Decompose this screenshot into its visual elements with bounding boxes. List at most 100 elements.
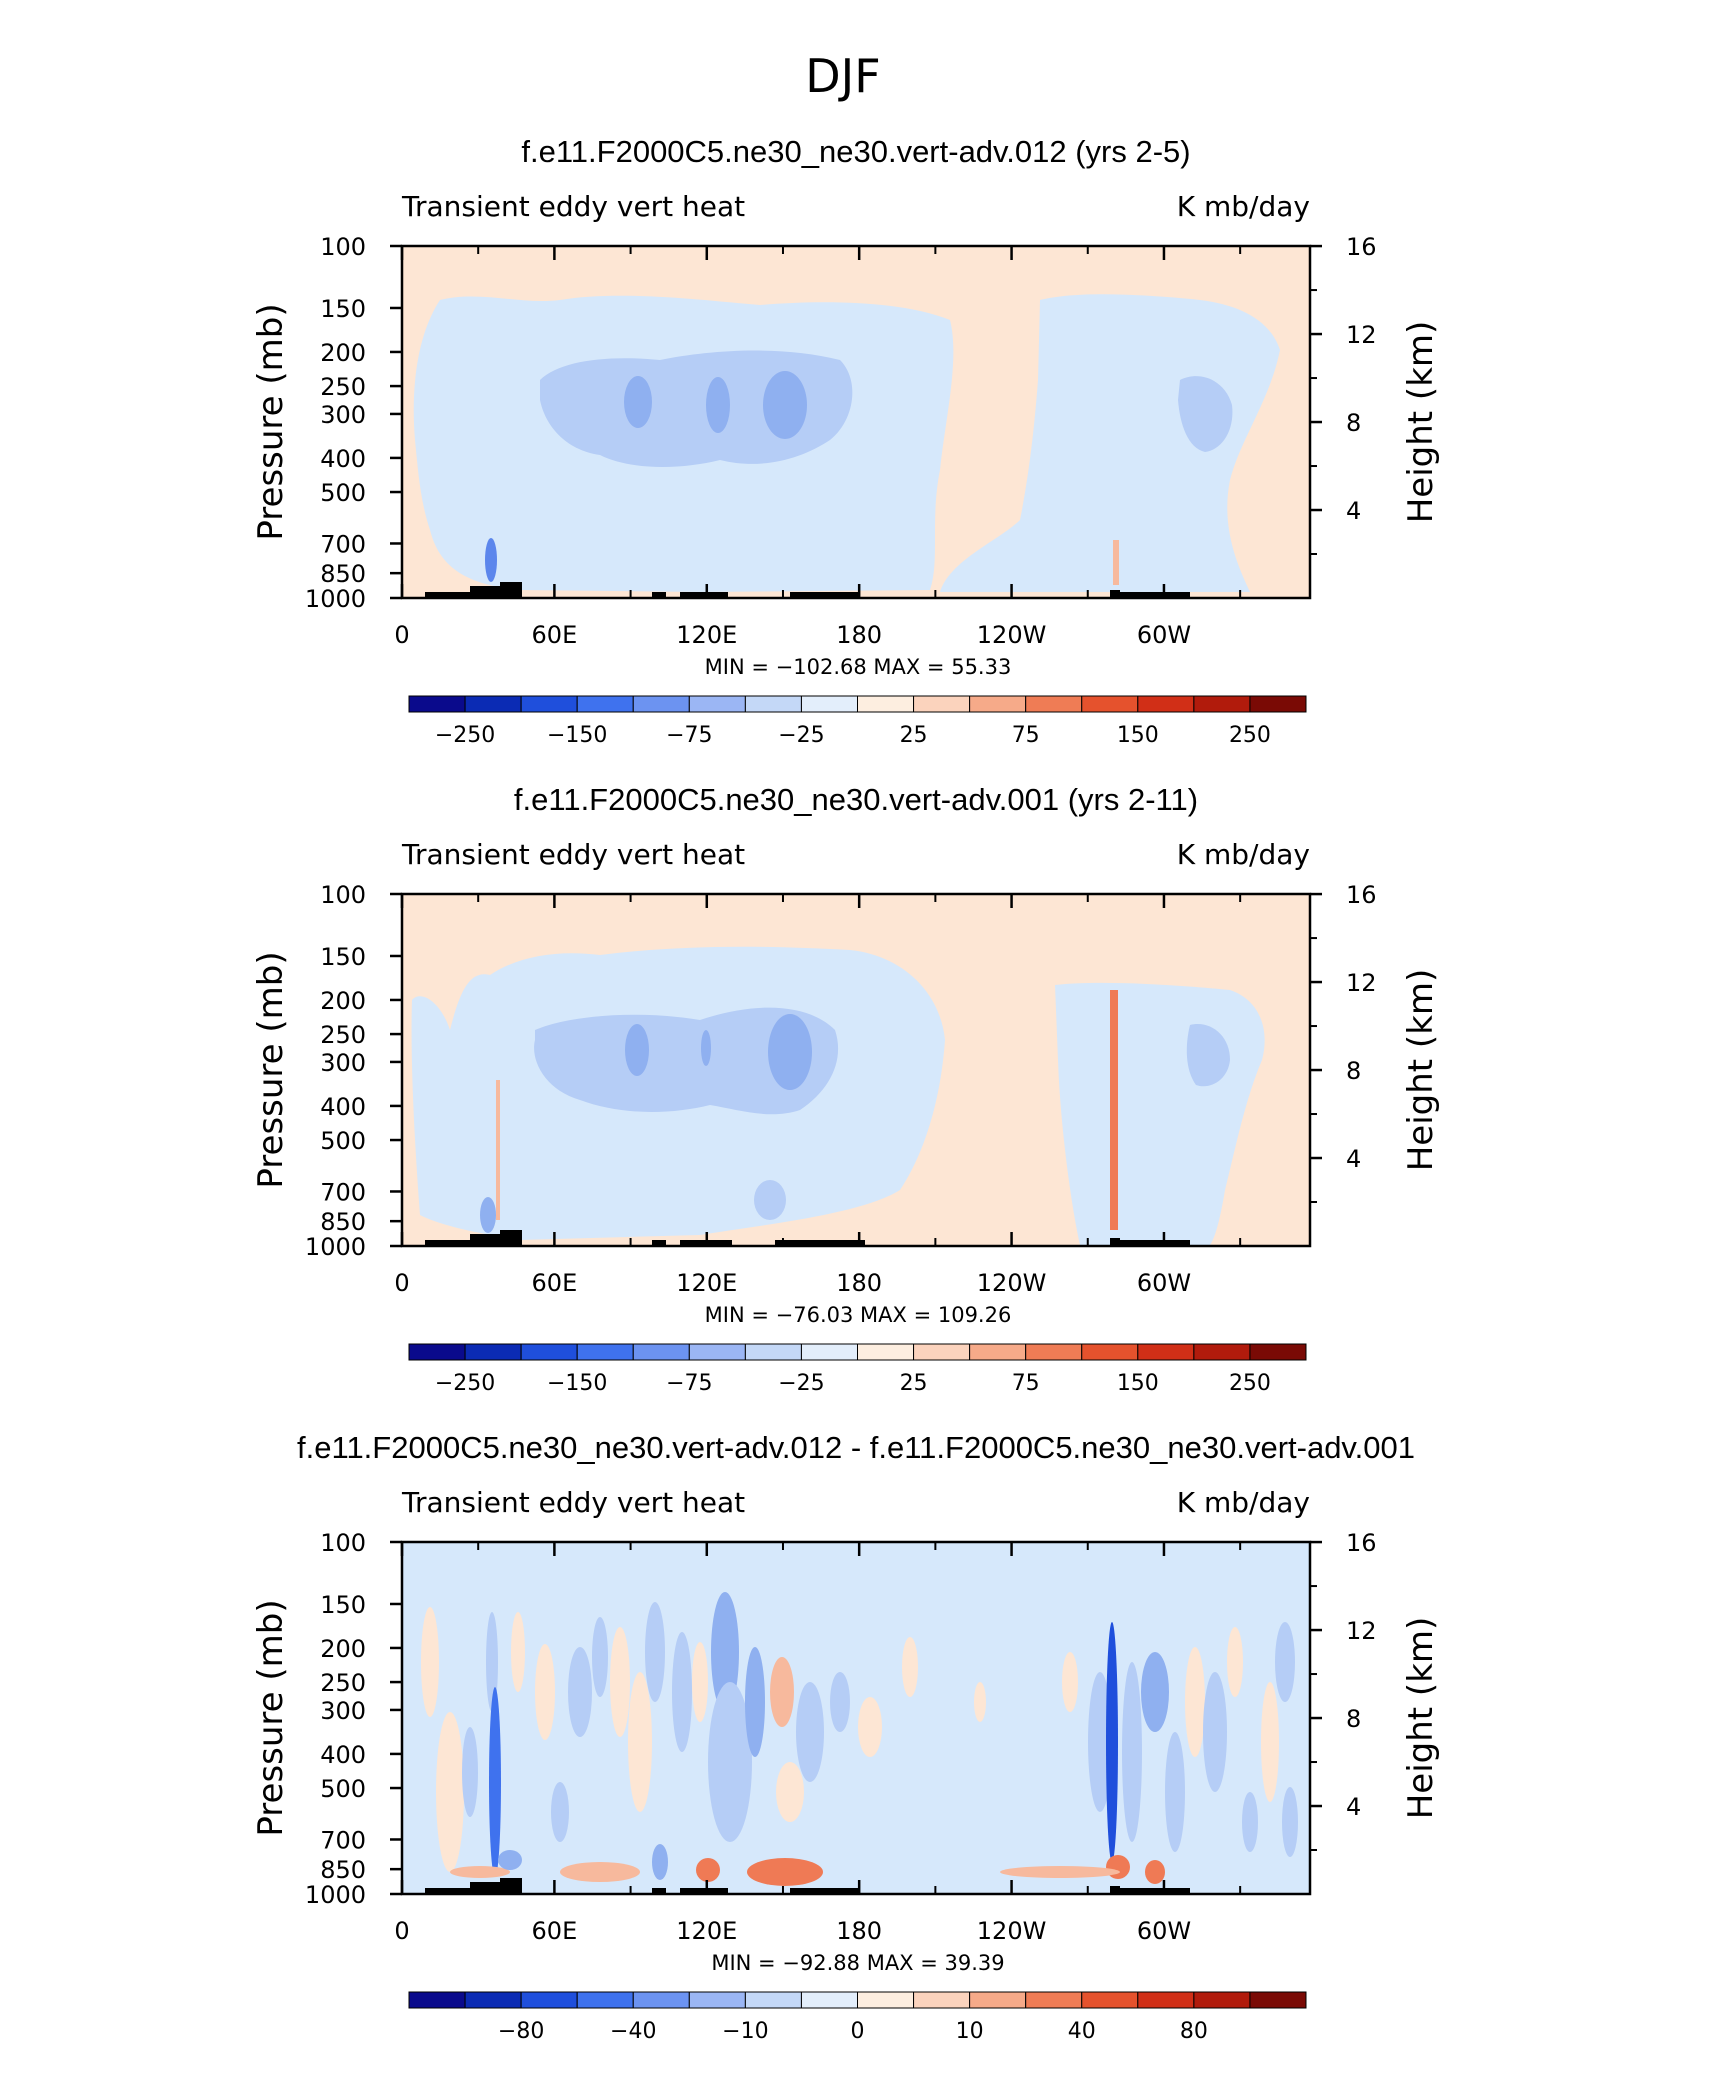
x-tick-label: 60W	[1137, 1269, 1191, 1297]
colorbar-swatch	[1193, 695, 1251, 713]
y-tick-label: 250	[320, 373, 366, 401]
contour-core	[768, 1014, 812, 1090]
y-tick-label: 300	[320, 1697, 366, 1725]
x-tick-label: 120E	[676, 621, 737, 649]
y-tick-label: 1000	[305, 585, 366, 613]
height-axis: 4 8 12 16	[1310, 881, 1377, 1204]
y-right-tick-label: 16	[1346, 233, 1377, 261]
anomaly-contour	[560, 1862, 640, 1882]
y-right-tick-label: 16	[1346, 1529, 1377, 1557]
plot-area	[400, 892, 1312, 1248]
y-tick-label: 100	[320, 881, 366, 909]
anomaly-contour	[858, 1697, 882, 1757]
colorbar-swatch	[1081, 1991, 1139, 2009]
colorbar: −80 −40 −10 0 10 40 80	[408, 1991, 1307, 2044]
contour-light-blue	[940, 294, 1280, 592]
panel-2: f.e11.F2000C5.ne30_ne30.vert-adv.001 (yr…	[251, 782, 1441, 1396]
x-tick-label: 120E	[676, 1269, 737, 1297]
colorbar-swatch	[408, 1991, 466, 2009]
anomaly-contour	[1242, 1792, 1258, 1852]
anomaly-contour	[776, 1762, 804, 1822]
colorbar-swatch	[744, 1991, 802, 2009]
height-axis: 4 8 12 16	[1310, 233, 1377, 556]
colorbar-swatch	[744, 695, 802, 713]
colorbar-swatch	[1137, 1991, 1195, 2009]
x-tick-label: 60E	[532, 1269, 578, 1297]
longitude-axis: 0 60E 120E 180 120W 60W	[394, 1542, 1242, 1945]
x-tick-label: 60E	[532, 621, 578, 649]
colorbar-label: 75	[1012, 1371, 1040, 1396]
contour-core	[625, 1024, 649, 1076]
anomaly-contour	[1261, 1682, 1279, 1802]
panel-3: f.e11.F2000C5.ne30_ne30.vert-adv.012 - f…	[251, 1430, 1441, 2044]
units-label: K mb/day	[1177, 838, 1310, 871]
colorbar-swatch	[913, 1991, 971, 2009]
contour-core	[1110, 990, 1118, 1230]
x-tick-label: 120E	[676, 1917, 737, 1945]
panel-title: f.e11.F2000C5.ne30_ne30.vert-adv.012 - f…	[297, 1430, 1415, 1465]
anomaly-contour	[462, 1727, 478, 1817]
colorbar-swatch	[857, 1991, 915, 2009]
units-label: K mb/day	[1177, 190, 1310, 223]
y-tick-label: 300	[320, 401, 366, 429]
y-right-tick-label: 4	[1346, 1793, 1361, 1821]
colorbar-swatch	[744, 1343, 802, 1361]
y-tick-label: 850	[320, 560, 366, 588]
y-right-tick-label: 12	[1346, 1617, 1377, 1645]
y-axis-label: Pressure (mb)	[251, 303, 291, 540]
y-right-tick-label: 4	[1346, 1145, 1361, 1173]
anomaly-contour	[436, 1712, 464, 1872]
plot-area	[400, 1540, 1312, 1896]
anomaly-contour	[747, 1858, 823, 1886]
colorbar-label: 80	[1180, 2019, 1208, 2044]
units-label: K mb/day	[1177, 1486, 1310, 1519]
colorbar-label: −250	[435, 723, 495, 748]
colorbar-swatch	[632, 1343, 690, 1361]
anomaly-contour	[1106, 1855, 1130, 1879]
colorbar-swatch	[520, 1991, 578, 2009]
anomaly-contour	[628, 1672, 652, 1812]
colorbar-swatch	[464, 695, 522, 713]
colorbar-label: 150	[1117, 1371, 1159, 1396]
y-right-tick-label: 8	[1346, 409, 1361, 437]
colorbar-swatch	[520, 1343, 578, 1361]
y-right-tick-label: 16	[1346, 881, 1377, 909]
contour-core	[1113, 540, 1119, 585]
y-tick-label: 200	[320, 987, 366, 1015]
y-tick-label: 150	[320, 295, 366, 323]
anomaly-contour	[1185, 1647, 1205, 1757]
x-tick-label: 60E	[532, 1917, 578, 1945]
longitude-axis: 0 60E 120E 180 120W 60W	[394, 246, 1242, 649]
colorbar-swatch	[1249, 1991, 1307, 2009]
colorbar-label: 10	[956, 2019, 984, 2044]
contour-core	[763, 371, 807, 439]
colorbar-label: −150	[547, 1371, 607, 1396]
x-tick-label: 180	[836, 621, 882, 649]
colorbar-label: −25	[778, 1371, 824, 1396]
anomaly-contour	[610, 1627, 630, 1737]
anomaly-contour	[551, 1782, 569, 1842]
anomaly-contour	[1122, 1662, 1142, 1842]
colorbar-swatch	[576, 1991, 634, 2009]
y-tick-label: 100	[320, 233, 366, 261]
colorbar-swatch	[857, 1343, 915, 1361]
anomaly-contour	[645, 1602, 665, 1702]
x-tick-label: 0	[394, 1917, 409, 1945]
y-tick-label: 200	[320, 339, 366, 367]
colorbar: −250 −150 −75 −25 25 75 150 250	[408, 1343, 1307, 1396]
anomaly-contour	[672, 1632, 692, 1752]
y-tick-label: 400	[320, 1093, 366, 1121]
colorbar-label: 25	[900, 723, 928, 748]
y-tick-label: 500	[320, 1127, 366, 1155]
colorbar-label: −75	[666, 723, 712, 748]
field-label: Transient eddy vert heat	[401, 1486, 745, 1519]
anomaly-contour	[796, 1682, 824, 1782]
x-tick-label: 0	[394, 621, 409, 649]
difference-contours	[421, 1592, 1298, 1886]
anomaly-contour	[498, 1850, 522, 1870]
x-tick-label: 120W	[977, 621, 1047, 649]
anomaly-contour	[696, 1858, 720, 1882]
y-tick-label: 1000	[305, 1233, 366, 1261]
colorbar-swatch	[576, 695, 634, 713]
